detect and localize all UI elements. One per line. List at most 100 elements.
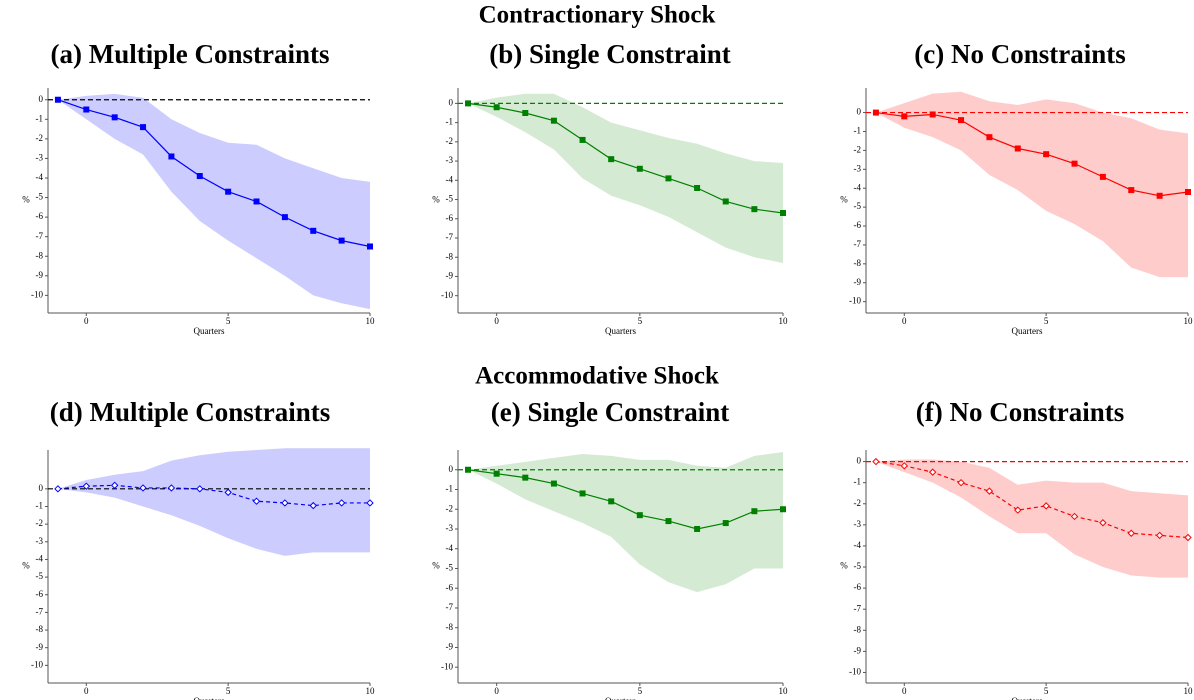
y-tick-label: -1 (446, 117, 454, 127)
marker (928, 468, 937, 476)
y-tick-label: -10 (441, 290, 453, 300)
marker (522, 110, 529, 116)
x-tick-label: 10 (366, 316, 376, 326)
confidence-band (468, 451, 783, 593)
y-tick-label: -7 (446, 602, 454, 612)
y-axis-label: % (22, 561, 30, 571)
y-tick-label: -1 (854, 126, 862, 136)
marker (665, 518, 672, 525)
marker (82, 482, 91, 490)
marker (465, 100, 472, 107)
y-tick-label: -4 (854, 182, 862, 192)
y-tick-label: 0 (39, 483, 44, 493)
series-line (467, 469, 784, 530)
x-axis-label: Quarters (605, 696, 636, 700)
marker (751, 508, 758, 515)
y-tick-label: -7 (854, 239, 862, 249)
marker (1014, 145, 1021, 152)
y-tick-label: 0 (449, 97, 454, 107)
marker (1071, 160, 1078, 167)
y-tick-label: -5 (36, 192, 44, 202)
confidence-band (57, 448, 371, 556)
marker (751, 206, 758, 213)
panel-title: (c) No Constraints (914, 39, 1125, 69)
marker (83, 106, 90, 113)
y-tick-label: -9 (446, 642, 454, 652)
marker (465, 466, 472, 473)
series-line (875, 111, 1189, 197)
marker (957, 478, 965, 487)
y-tick-label: -7 (36, 606, 44, 616)
y-tick-label: -2 (446, 136, 454, 146)
x-tick-label: 0 (494, 316, 499, 326)
marker (636, 512, 643, 519)
marker (929, 111, 936, 118)
x-axis-label: Quarters (1012, 326, 1043, 336)
y-tick-label: -1 (36, 113, 44, 123)
y-tick-label: -2 (36, 518, 44, 528)
marker (1156, 192, 1163, 199)
series-line (875, 461, 1189, 539)
panel-title: (d) Multiple Constraints (50, 397, 331, 427)
marker (493, 470, 500, 477)
series-line (57, 484, 370, 507)
marker (1043, 151, 1050, 158)
x-tick-label: 10 (779, 316, 789, 326)
x-axis-label: Quarters (605, 326, 636, 336)
marker (1070, 512, 1079, 521)
marker (1127, 529, 1135, 537)
y-tick-label: -9 (36, 642, 44, 652)
y-tick-label: -3 (854, 519, 862, 529)
marker (110, 481, 119, 490)
y-axis-label: % (22, 195, 30, 205)
marker (252, 497, 261, 505)
marker (522, 474, 529, 481)
marker (986, 134, 993, 141)
marker (722, 198, 729, 205)
marker (281, 214, 288, 221)
y-tick-label: 0 (857, 107, 862, 117)
marker (140, 124, 147, 131)
marker (636, 165, 643, 172)
y-tick-label: -8 (36, 624, 44, 634)
marker (54, 485, 62, 493)
x-tick-label: 5 (226, 316, 231, 326)
marker (985, 487, 994, 495)
y-tick-label: -5 (36, 571, 44, 581)
y-tick-label: -1 (446, 484, 454, 494)
y-axis-label: % (432, 561, 440, 571)
x-tick-label: 0 (84, 686, 89, 696)
x-tick-label: 0 (494, 686, 499, 696)
confidence-band (875, 91, 1188, 278)
x-tick-label: 0 (902, 686, 907, 696)
marker (309, 501, 317, 510)
y-tick-label: -10 (31, 659, 43, 669)
marker (253, 198, 260, 205)
y-tick-label: -4 (36, 172, 44, 182)
marker (608, 156, 615, 163)
y-axis-label: % (840, 561, 848, 571)
y-tick-label: -7 (854, 603, 862, 613)
y-tick-label: -2 (36, 133, 44, 143)
y-tick-label: -6 (854, 220, 862, 230)
x-tick-label: 5 (1044, 316, 1049, 326)
marker (1014, 506, 1022, 514)
marker (550, 117, 557, 124)
marker (139, 484, 147, 492)
y-axis-label: % (432, 195, 440, 205)
y-tick-label: -5 (854, 201, 862, 211)
x-tick-label: 5 (638, 686, 643, 696)
y-tick-label: -8 (854, 258, 862, 268)
y-tick-label: -5 (446, 563, 454, 573)
confidence-band (57, 93, 371, 310)
y-tick-label: -3 (446, 523, 454, 533)
x-tick-label: 0 (902, 316, 907, 326)
x-tick-label: 10 (779, 686, 789, 696)
y-tick-label: -10 (849, 296, 861, 306)
marker (1042, 502, 1050, 510)
marker (1185, 188, 1191, 195)
confidence-band (468, 93, 783, 264)
marker (54, 96, 61, 103)
y-tick-label: -6 (446, 213, 454, 223)
